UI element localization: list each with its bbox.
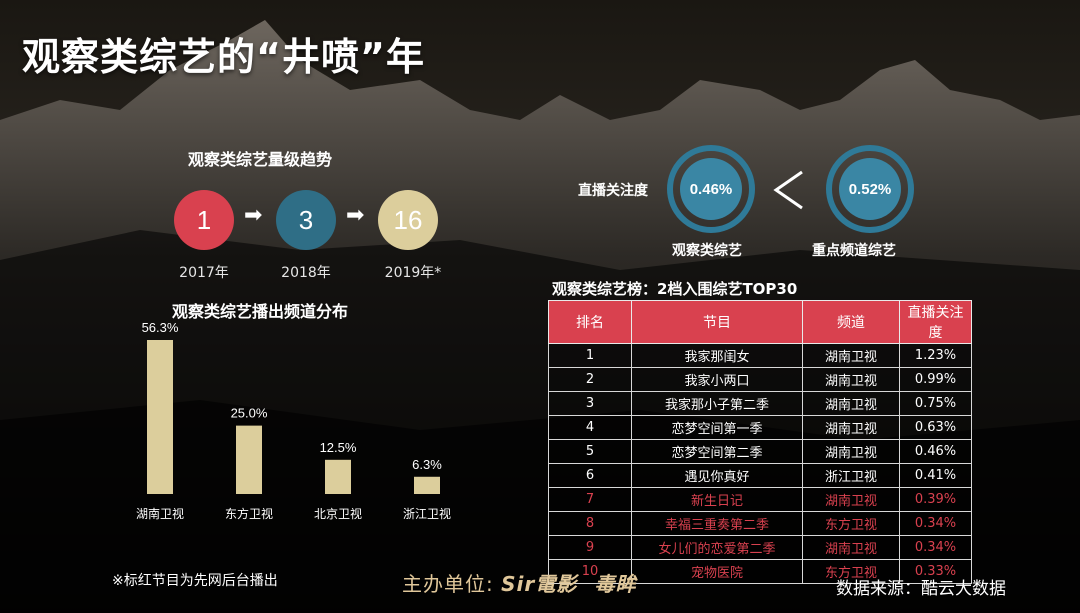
table-row: 8 幸福三重奏第二季 东方卫视 0.34% (549, 512, 972, 536)
cell-show: 女儿们的恋爱第二季 (632, 536, 803, 560)
cell-rating: 0.75% (900, 392, 972, 416)
arrow-right-icon: ➡ (244, 203, 262, 228)
cell-channel: 湖南卫视 (803, 488, 900, 512)
trend-year-2019: 2019年* (368, 262, 458, 282)
table-row: 9 女儿们的恋爱第二季 湖南卫视 0.34% (549, 536, 972, 560)
footnote: ※标红节目为先网后台播出 (112, 570, 278, 590)
table-row: 2 我家小两口 湖南卫视 0.99% (549, 368, 972, 392)
cell-show: 恋梦空间第二季 (632, 440, 803, 464)
trend-value-2017: 1 (197, 205, 211, 236)
bar-category-label: 湖南卫视 (136, 506, 184, 521)
bar-value-label: 56.3% (142, 320, 179, 335)
cell-show: 我家小两口 (632, 368, 803, 392)
cell-channel: 湖南卫视 (803, 416, 900, 440)
cell-show: 幸福三重奏第二季 (632, 512, 803, 536)
cell-rating: 0.63% (900, 416, 972, 440)
table-row: 4 恋梦空间第一季 湖南卫视 0.63% (549, 416, 972, 440)
cell-channel: 湖南卫视 (803, 440, 900, 464)
cell-channel: 浙江卫视 (803, 464, 900, 488)
cell-rank: 3 (549, 392, 632, 416)
trend-title: 观察类综艺量级趋势 (0, 146, 520, 170)
attention-value-observation: 0.46% (680, 158, 742, 220)
trend-value-2018: 3 (299, 205, 313, 236)
cell-channel: 湖南卫视 (803, 344, 900, 368)
page-title: 观察类综艺的“井喷”年 (22, 26, 425, 81)
cell-rank: 5 (549, 440, 632, 464)
bar-category-label: 北京卫视 (314, 506, 362, 521)
table-header-row: 排名 节目 频道 直播关注度 (549, 301, 972, 344)
cell-channel: 湖南卫视 (803, 536, 900, 560)
ranking-table: 排名 节目 频道 直播关注度 1 我家那闺女 湖南卫视 1.23% 2 我家小两口 湖南卫视… (548, 300, 972, 584)
trend-circle-2017: 1 (174, 190, 234, 250)
cell-channel: 东方卫视 (803, 512, 900, 536)
cell-rank: 9 (549, 536, 632, 560)
cell-channel: 湖南卫视 (803, 392, 900, 416)
bar-2 (325, 460, 351, 494)
attention-value-key-channel: 0.52% (839, 158, 901, 220)
channel-distribution-chart: 56.3% 湖南卫视 25.0% 东方卫视 12.5% 北京卫视 6.3% 浙江卫视 (120, 310, 500, 530)
table-row: 5 恋梦空间第二季 湖南卫视 0.46% (549, 440, 972, 464)
arrow-right-icon: ➡ (346, 203, 364, 228)
table-row: 1 我家那闺女 湖南卫视 1.23% (549, 344, 972, 368)
cell-show: 遇见你真好 (632, 464, 803, 488)
cell-rank: 1 (549, 344, 632, 368)
cell-rank: 4 (549, 416, 632, 440)
cell-rating: 0.39% (900, 488, 972, 512)
bar-category-label: 东方卫视 (225, 506, 273, 521)
trend-year-2017: 2017年 (159, 262, 249, 282)
data-source: 数据来源：酷云大数据 (836, 574, 1006, 599)
cell-rank: 7 (549, 488, 632, 512)
attention-right-label: 重点频道综艺 (812, 240, 896, 260)
cell-rating: 1.23% (900, 344, 972, 368)
cell-rating: 0.99% (900, 368, 972, 392)
bar-1 (236, 426, 262, 494)
cell-rank: 2 (549, 368, 632, 392)
header-show: 节目 (632, 301, 803, 344)
bar-value-label: 6.3% (412, 457, 442, 472)
ranking-title: 观察类综艺榜：2档入围综艺TOP30 (552, 278, 797, 299)
attention-ring-key-channel: 0.52% (826, 145, 914, 233)
table-row: 3 我家那小子第二季 湖南卫视 0.75% (549, 392, 972, 416)
sir-movie-logo: Sir電影 (501, 572, 577, 596)
bar-0 (147, 340, 173, 494)
table-row: 7 新生日记 湖南卫视 0.39% (549, 488, 972, 512)
attention-ring-observation: 0.46% (667, 145, 755, 233)
attention-left-label: 观察类综艺 (672, 240, 742, 260)
less-than-icon (772, 170, 804, 210)
header-rating: 直播关注度 (900, 301, 972, 344)
bar-value-label: 25.0% (231, 406, 268, 421)
attention-label: 直播关注度 (578, 180, 648, 200)
bar-category-label: 浙江卫视 (403, 506, 451, 521)
cell-rating: 0.41% (900, 464, 972, 488)
cell-rank: 8 (549, 512, 632, 536)
trend-circle-2018: 3 (276, 190, 336, 250)
dumou-logo: 毒眸 (595, 572, 637, 596)
cell-rank: 6 (549, 464, 632, 488)
cell-rating: 0.46% (900, 440, 972, 464)
cell-rating: 0.34% (900, 536, 972, 560)
cell-channel: 湖南卫视 (803, 368, 900, 392)
cell-show: 宠物医院 (632, 560, 803, 584)
trend-value-2019: 16 (394, 205, 423, 236)
bar-3 (414, 477, 440, 494)
host-line: 主办单位: Sir電影 毒眸 (402, 568, 637, 597)
cell-rating: 0.34% (900, 512, 972, 536)
cell-show: 我家那小子第二季 (632, 392, 803, 416)
table-row: 6 遇见你真好 浙江卫视 0.41% (549, 464, 972, 488)
host-prefix: 主办单位: (402, 572, 494, 596)
trend-year-2018: 2018年 (261, 262, 351, 282)
cell-show: 我家那闺女 (632, 344, 803, 368)
cell-show: 新生日记 (632, 488, 803, 512)
cell-show: 恋梦空间第一季 (632, 416, 803, 440)
header-rank: 排名 (549, 301, 632, 344)
bar-value-label: 12.5% (320, 440, 357, 455)
trend-circle-2019: 16 (378, 190, 438, 250)
header-channel: 频道 (803, 301, 900, 344)
